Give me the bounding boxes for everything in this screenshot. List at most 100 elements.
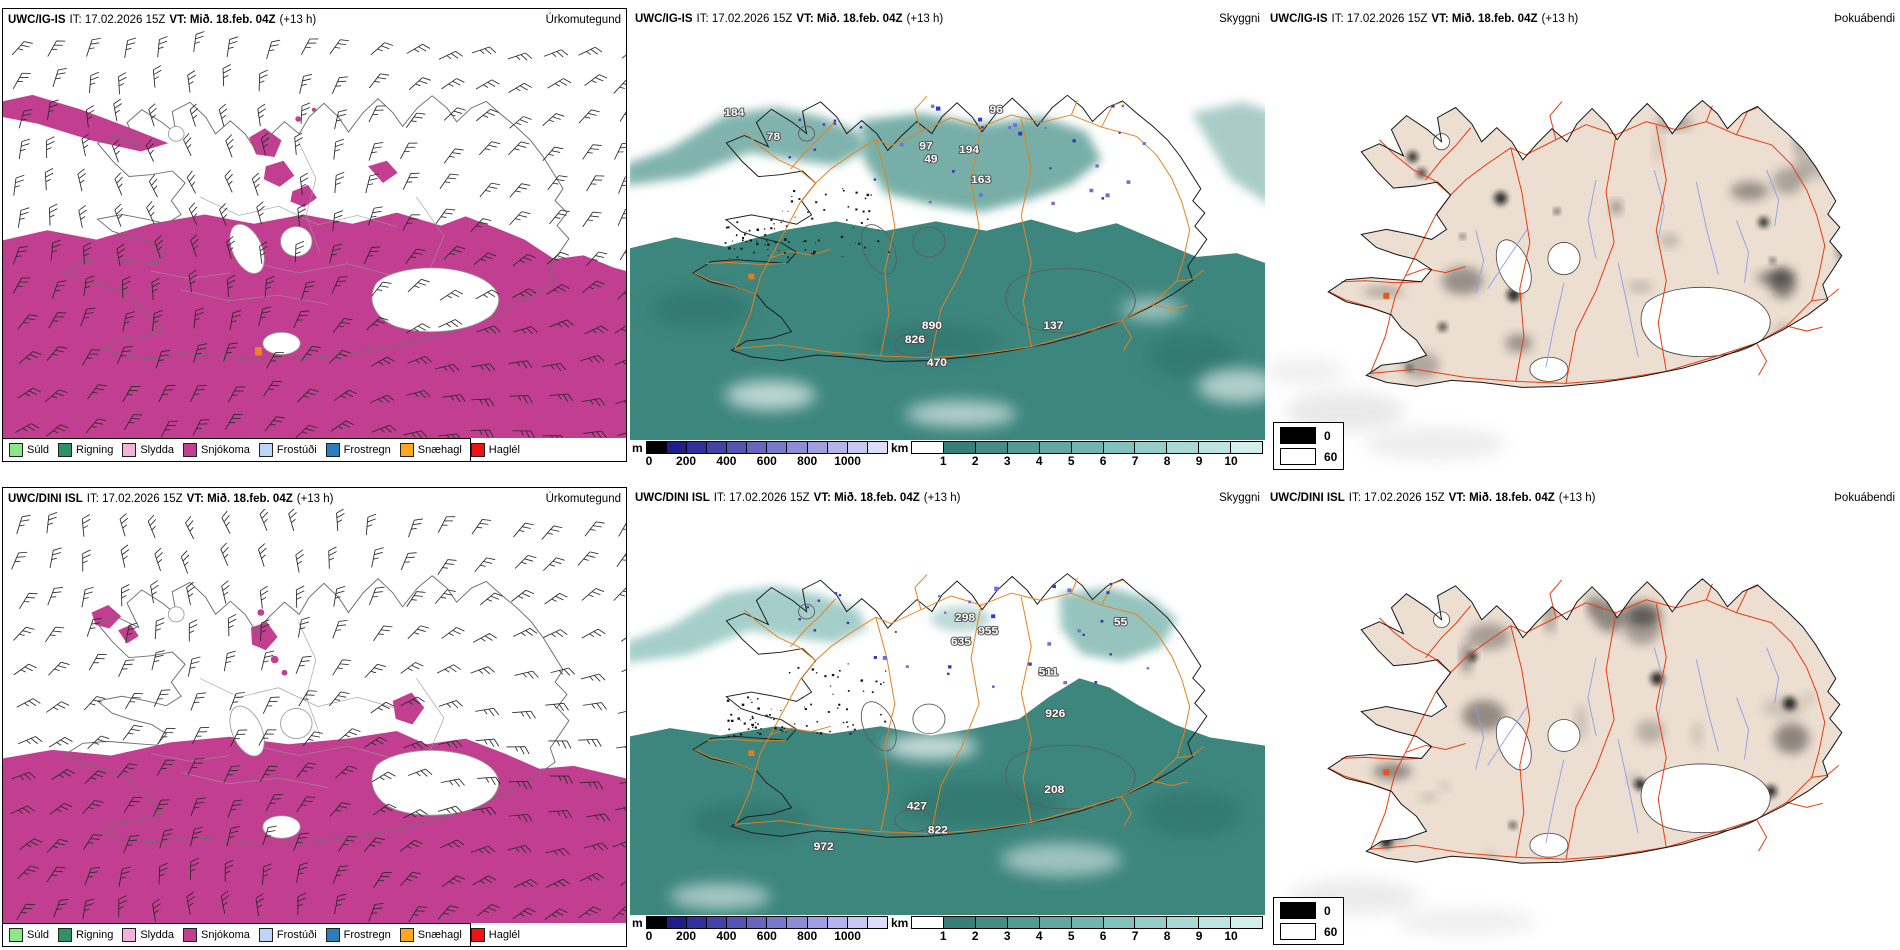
station-value: 955 [978, 626, 999, 638]
scale-unit-m: m [632, 441, 643, 455]
scale-tick: 400 [716, 454, 737, 468]
station-speckles [724, 188, 890, 260]
valid-time-label: VT: Mið. 18.feb. 04Z [1431, 12, 1538, 25]
panel-visibility-igis: UWC/IG-IS IT: 17.02.2026 15Z VT: Mið. 18… [630, 0, 1265, 475]
offset-label: (+13 h) [906, 12, 944, 25]
scale-cell [767, 917, 788, 928]
scale-tick: 6 [1099, 929, 1107, 943]
station-speckles [726, 661, 887, 738]
station-value: 470 [927, 357, 947, 370]
legend-item: Haglél [470, 443, 520, 457]
station-value: 635 [951, 636, 972, 648]
low-visibility-dots [798, 582, 1150, 688]
panel-header: UWC/IG-IS IT: 17.02.2026 15Z VT: Mið. 18… [630, 8, 1265, 29]
scale-cell [1231, 917, 1262, 928]
scale-cell [1039, 917, 1072, 928]
legend-item: Snjókoma [182, 443, 250, 457]
panel-header: UWC/IG-IS IT: 17.02.2026 15Z VT: Mið. 18… [3, 9, 626, 30]
station-value: 822 [928, 825, 948, 837]
precip-legend: Súld Rigning Slydda Snjókoma [3, 438, 520, 461]
scale-cell [1231, 442, 1262, 453]
fog-legend-item: 0 [1280, 427, 1337, 444]
init-time-label: IT: 17.02.2026 15Z [713, 491, 810, 504]
scale-tick: 3 [1003, 929, 1011, 943]
station-value: 208 [1044, 784, 1065, 796]
scale-tick: 600 [756, 929, 777, 943]
station-value: 49 [924, 153, 938, 166]
scale-tick: 1000 [834, 929, 861, 943]
scale-cell [747, 442, 768, 453]
scale-cell [787, 442, 808, 453]
capital-marker [1383, 769, 1390, 776]
scale-cell [646, 442, 667, 453]
init-time-label: IT: 17.02.2026 15Z [1331, 12, 1428, 25]
fog-legend-label: 60 [1324, 449, 1338, 464]
scale-tick: 0 [645, 454, 653, 468]
scale-cell [666, 442, 687, 453]
valid-time-label: VT: Mið. 18.feb. 04Z [186, 492, 293, 505]
scale-cell [867, 917, 887, 928]
scale-tick: 400 [716, 929, 737, 943]
visibility-scale: m 0 200 400 600 800 1000 km 1 2 3 4 5 6 7 8 9 10 [630, 915, 1265, 947]
scale-tick: 4 [1035, 929, 1043, 943]
legend-label: Frostregn [343, 444, 391, 456]
panel-header: UWC/DINI ISL IT: 17.02.2026 15Z VT: Mið.… [1265, 487, 1900, 508]
legend-label: Haglél [488, 929, 520, 941]
legend-item: Súld [9, 443, 49, 457]
legend-label: Súld [27, 444, 50, 456]
legend-swatch [470, 928, 485, 942]
panel-fog-igis: UWC/IG-IS IT: 17.02.2026 15Z VT: Mið. 18… [1265, 0, 1900, 475]
scale-tick: 1000 [834, 454, 861, 468]
scale-tick: 7 [1131, 929, 1139, 943]
model-label: UWC/DINI ISL [1270, 491, 1345, 504]
scale-cell [707, 442, 728, 453]
scale-unit-km: km [890, 916, 909, 930]
legend-label: Snjókoma [200, 929, 250, 941]
scale-tick: 4 [1035, 454, 1043, 468]
scale-tick: 800 [797, 929, 818, 943]
scale-cell [944, 442, 977, 453]
model-label: UWC/IG-IS [8, 13, 66, 26]
scale-cell [976, 917, 1008, 928]
scale-cell [1135, 917, 1168, 928]
station-value: 972 [814, 842, 834, 854]
legend-label: Slydda [140, 444, 174, 456]
legend-swatch [258, 928, 273, 942]
scale-cell [1199, 442, 1232, 453]
panel-fog-dini: UWC/DINI ISL IT: 17.02.2026 15Z VT: Mið.… [1265, 475, 1900, 950]
panel-header: UWC/DINI ISL IT: 17.02.2026 15Z VT: Mið.… [3, 488, 626, 509]
scale-unit-m: m [632, 916, 643, 930]
legend-swatch [9, 928, 23, 942]
legend-item: Rigning [58, 928, 113, 942]
scale-cell [1007, 442, 1040, 453]
scale-tick: 1 [939, 929, 947, 943]
scale-tick: 2 [971, 929, 979, 943]
offset-label: (+13 h) [1541, 12, 1579, 25]
scale-cell [727, 442, 748, 453]
legend-swatch [399, 443, 414, 457]
legend-label: Haglél [488, 444, 520, 456]
fog-legend-swatch [1280, 923, 1316, 940]
fog-legend-label: 60 [1324, 924, 1338, 939]
scale-cell [827, 442, 848, 453]
scale-tick: 800 [797, 454, 818, 468]
panel-precip-dini: UWC/DINI ISL IT: 17.02.2026 15Z VT: Mið.… [0, 475, 630, 950]
legend-swatch [122, 928, 137, 942]
capital-marker [748, 273, 755, 280]
station-value: 826 [905, 333, 926, 346]
legend-label: Rigning [76, 929, 114, 941]
legend-label: Frostúði [276, 929, 317, 941]
legend-swatch [325, 443, 340, 457]
legend-swatch [182, 928, 197, 942]
snaehagl-spot [254, 347, 262, 356]
product-label: Skyggni [1219, 491, 1260, 504]
offset-label: (+13 h) [279, 13, 317, 26]
station-value: 427 [907, 801, 927, 813]
scale-cell [1103, 917, 1136, 928]
scale-tick: 1 [939, 454, 947, 468]
scale-cell [827, 917, 848, 928]
legend-label: Snæhagl [417, 929, 462, 941]
